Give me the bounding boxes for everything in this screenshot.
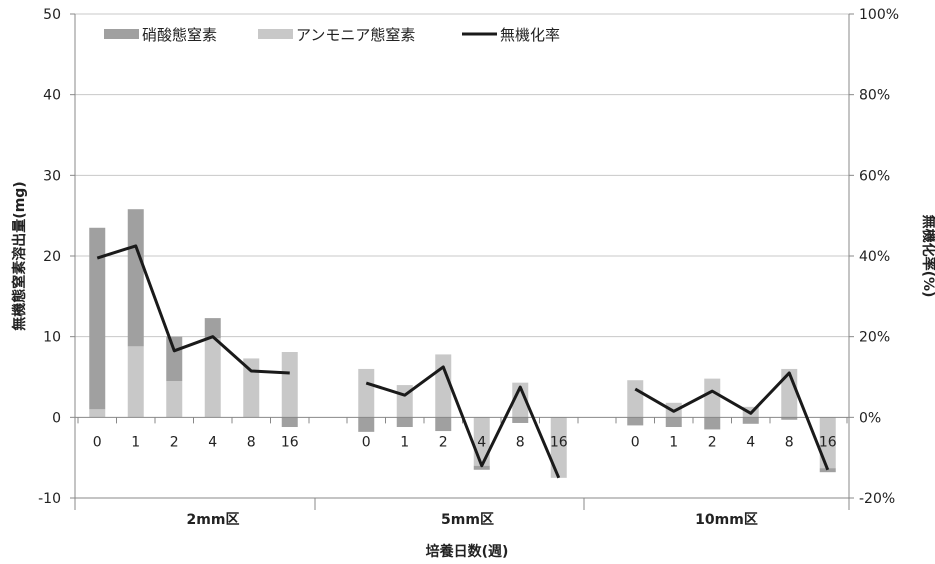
legend: 硝酸態窒素 アンモニア態窒素 無機化率: [104, 26, 560, 44]
y2-axis-title: 無機化率(%): [920, 215, 935, 298]
legend-swatch: [104, 29, 139, 39]
y-tick-label: 0: [52, 410, 61, 426]
x-tick-label: 1: [669, 434, 678, 450]
bar: [204, 338, 221, 418]
bar-marks: [89, 209, 836, 478]
series-line: [634, 371, 830, 471]
x-tick-label: 4: [746, 434, 755, 450]
x-tick-label: 4: [477, 434, 486, 450]
gridlines: [75, 13, 849, 499]
bar: [512, 382, 529, 418]
bar: [819, 468, 836, 473]
x-tick-label: 1: [400, 434, 409, 450]
y-tick-label: 10: [43, 330, 61, 346]
y-tick-label: 20: [43, 249, 61, 265]
group-label: 5mm区: [441, 512, 494, 528]
y2-tick-label: 0%: [859, 410, 881, 426]
bar: [89, 409, 106, 418]
x-tick-label: 0: [362, 434, 371, 450]
bar: [512, 417, 529, 423]
x-axis-title: 培養日数(週): [426, 543, 509, 560]
group-label: 2mm区: [187, 512, 240, 528]
y-tick-label: 40: [43, 88, 61, 104]
group-label: 10mm区: [695, 512, 758, 528]
y2-tick-label: -20%: [859, 491, 895, 507]
x-tick-label: 16: [281, 434, 299, 450]
y2-tick-label: 20%: [859, 330, 890, 346]
bar: [396, 417, 413, 428]
x-tick-label: 2: [708, 434, 717, 450]
x-tick-label: 2: [170, 434, 179, 450]
line-marks: [96, 244, 830, 479]
bar: [704, 378, 721, 418]
bar: [473, 465, 490, 470]
bar: [89, 227, 106, 410]
bar: [281, 417, 298, 428]
bar: [742, 417, 759, 424]
x-tick-label: 16: [819, 434, 837, 450]
y2-tick-label: 40%: [859, 249, 890, 265]
x-tick-label: 8: [247, 434, 256, 450]
bar: [204, 318, 221, 339]
bar: [550, 417, 567, 478]
bar: [127, 209, 144, 347]
y2-tick-label: 100%: [859, 7, 899, 23]
bar: [781, 417, 798, 420]
x-tick-label: 0: [93, 434, 102, 450]
bar: [627, 380, 644, 418]
x-tick-label: 8: [516, 434, 525, 450]
bar: [627, 417, 644, 426]
legend-label: アンモニア態窒素: [296, 26, 415, 44]
bar: [435, 354, 452, 418]
axes: [70, 13, 854, 510]
bar: [435, 417, 452, 432]
bar: [243, 358, 260, 418]
legend-label: 無機化率: [500, 26, 560, 44]
bar: [358, 417, 375, 432]
legend-swatch: [258, 29, 293, 39]
x-tick-label: 4: [208, 434, 217, 450]
bar: [281, 351, 298, 418]
y2-tick-label: 60%: [859, 168, 890, 184]
y-tick-label: 30: [43, 168, 61, 184]
x-tick-label: 0: [631, 434, 640, 450]
x-tick-label: 8: [785, 434, 794, 450]
bar: [665, 417, 682, 428]
bar: [358, 368, 375, 418]
bar: [704, 417, 721, 430]
bar: [166, 336, 183, 382]
y2-tick-label: 80%: [859, 88, 890, 104]
bar: [166, 381, 183, 418]
series-line: [96, 244, 290, 375]
bar: [819, 417, 836, 469]
series-line: [365, 365, 561, 479]
y-tick-label: 50: [43, 7, 61, 23]
bar: [127, 346, 144, 418]
x-tick-label: 16: [550, 434, 568, 450]
x-tick-label: 1: [131, 434, 140, 450]
y-tick-label: -10: [38, 491, 61, 507]
y-axis-title: 無機態窒素溶出量(mg): [11, 181, 28, 330]
x-tick-label: 2: [439, 434, 448, 450]
legend-label: 硝酸態窒素: [142, 26, 217, 44]
